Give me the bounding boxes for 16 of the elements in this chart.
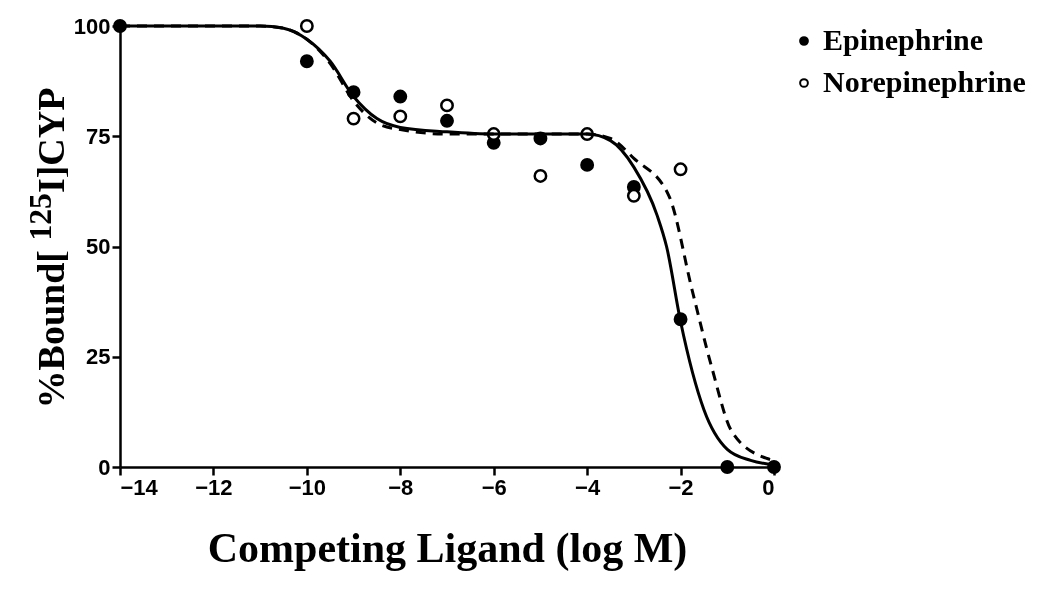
x-tick-label: −12 [195,474,233,500]
legend-label: Norepinephrine [823,65,1026,98]
legend-label: Epinephrine [823,23,984,56]
x-tick-label: −4 [575,474,601,500]
y-tick-label: 100 [73,13,111,39]
x-tick-label: −2 [668,474,694,500]
y-tick-label: 0 [98,454,111,480]
y-tick-label: 75 [86,123,111,149]
x-tick-label: 0 [762,474,775,500]
y-tick-label: 25 [86,344,111,370]
y-tick-label: 50 [86,234,111,259]
x-tick-label: −8 [388,474,414,500]
x-tick-label: −6 [481,474,507,500]
x-axis-title: Competing Ligand (log M) [207,524,688,572]
x-tick-label: −14 [120,474,159,500]
x-tick-label: −10 [288,474,327,500]
